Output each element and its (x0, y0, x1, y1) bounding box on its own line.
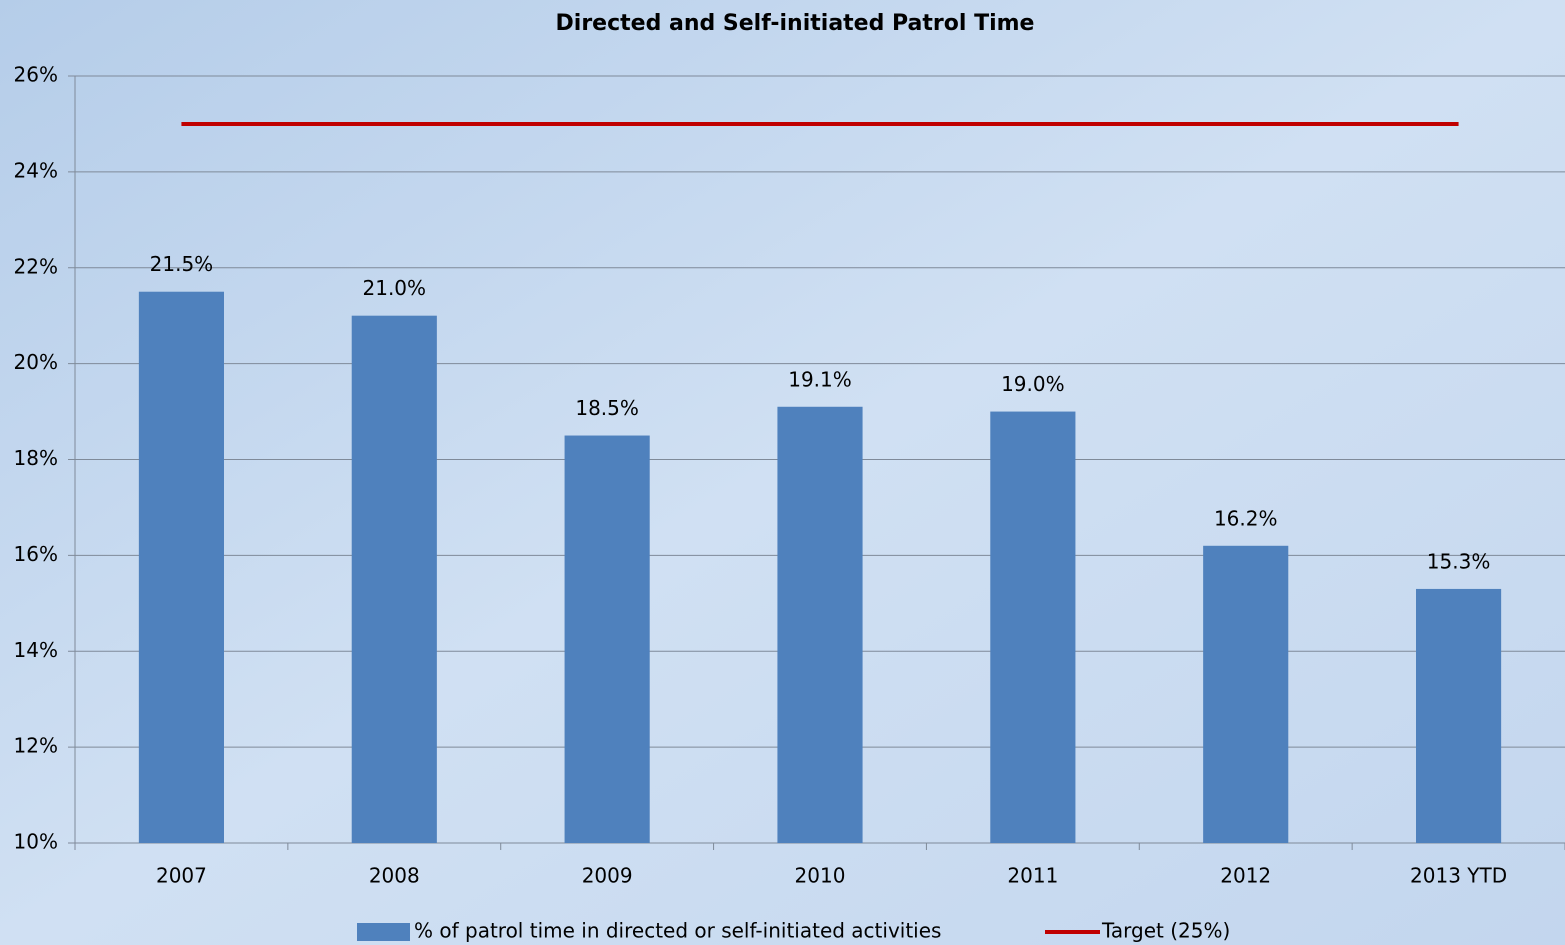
y-tick-label: 26% (14, 63, 58, 87)
y-tick-label: 22% (14, 254, 58, 278)
data-label: 19.1% (788, 367, 852, 391)
bar (777, 406, 863, 843)
y-tick-label: 18% (14, 446, 58, 470)
y-tick-label: 14% (14, 638, 58, 662)
data-label: 16.2% (1214, 506, 1278, 530)
bar (1416, 588, 1502, 843)
x-tick-label: 2011 (1007, 864, 1058, 888)
y-tick-label: 10% (14, 830, 58, 854)
data-label: 15.3% (1427, 549, 1491, 573)
bar (564, 435, 650, 843)
bar (990, 411, 1076, 843)
x-tick-label: 2009 (582, 864, 633, 888)
data-label: 21.0% (363, 276, 427, 300)
y-tick-label: 20% (14, 350, 58, 374)
data-label: 18.5% (575, 396, 639, 420)
data-label: 21.5% (150, 252, 214, 276)
y-tick-label: 16% (14, 542, 58, 566)
chart-title: Directed and Self-initiated Patrol Time (556, 11, 1035, 36)
x-tick-label: 2008 (369, 864, 420, 888)
legend-label: % of patrol time in directed or self-ini… (414, 919, 941, 943)
x-tick-label: 2007 (156, 864, 207, 888)
x-tick-label: 2010 (795, 864, 846, 888)
y-tick-label: 24% (14, 158, 58, 182)
bar (351, 315, 437, 843)
bar (138, 291, 224, 843)
legend-label: Target (25%) (1101, 919, 1230, 943)
x-tick-label: 2012 (1220, 864, 1271, 888)
data-label: 19.0% (1001, 372, 1065, 396)
bar (1203, 545, 1289, 843)
legend-swatch (357, 923, 410, 941)
x-tick-label: 2013 YTD (1410, 864, 1507, 888)
y-tick-label: 12% (14, 734, 58, 758)
